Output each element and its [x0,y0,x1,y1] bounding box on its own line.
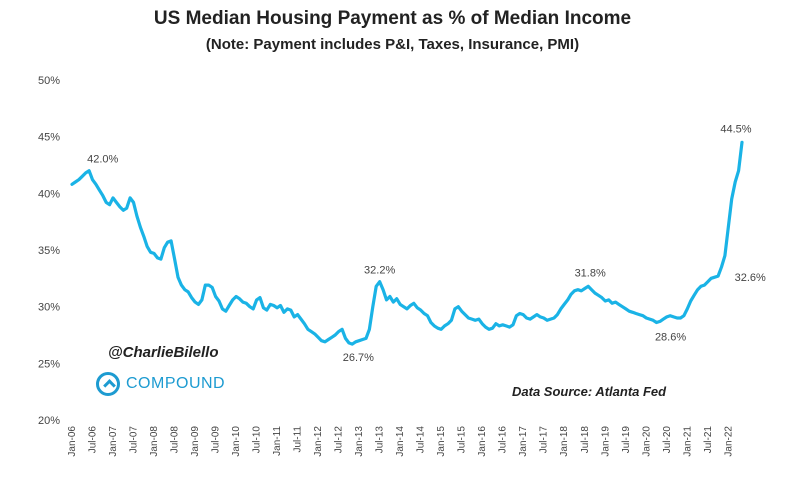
x-tick-label: Jul-12 [334,426,345,454]
data-source-note: Data Source: Atlanta Fed [512,384,667,399]
compound-logo: COMPOUND [96,372,225,396]
x-tick-label: Jul-08 [170,426,181,454]
x-tick-label: Jul-07 [129,426,140,454]
x-tick-label: Jan-18 [559,426,570,457]
x-tick-label: Jul-15 [457,426,468,454]
x-tick-label: Jul-16 [498,426,509,454]
x-tick-label: Jan-08 [149,426,160,457]
data-label: 32.2% [364,265,395,277]
x-tick-label: Jul-21 [703,426,714,454]
x-tick-label: Jul-18 [580,426,591,454]
data-label: 31.8% [575,267,606,279]
series-line [70,140,744,346]
y-tick-label: 40% [38,188,60,200]
x-tick-label: Jan-21 [682,426,693,457]
x-tick-label: Jan-17 [518,426,529,457]
data-label: 44.5% [720,123,751,135]
x-tick-label: Jul-10 [252,426,263,454]
data-label: 32.6% [735,272,766,284]
x-tick-label: Jan-11 [272,426,283,456]
x-tick-label: Jan-07 [108,426,119,457]
x-tick-label: Jan-19 [600,426,611,457]
x-tick-label: Jan-14 [395,426,406,457]
compound-logo-icon [96,372,120,396]
y-tick-label: 45% [38,132,60,144]
x-tick-label: Jan-09 [190,426,201,457]
y-tick-label: 25% [38,358,60,370]
data-label: 42.0% [87,154,118,166]
x-tick-label: Jan-12 [313,426,324,457]
x-tick-label: Jan-15 [436,426,447,457]
x-tick-label: Jan-22 [723,426,734,457]
x-tick-label: Jul-20 [662,426,673,454]
x-tick-label: Jan-06 [67,426,78,457]
chart-title: US Median Housing Payment as % of Median… [153,8,632,29]
data-label: 28.6% [655,332,686,344]
x-tick-label: Jan-13 [354,426,365,457]
y-tick-label: 35% [38,245,60,257]
x-tick-label: Jul-11 [293,426,304,453]
x-tick-label: Jul-13 [375,426,386,454]
compound-logo-text: COMPOUND [126,375,226,392]
x-tick-label: Jul-14 [416,426,427,454]
author-handle: @CharlieBilello [108,344,219,361]
x-tick-label: Jul-19 [621,426,632,454]
chart-subtitle: (Note: Payment includes P&I, Taxes, Insu… [205,36,580,53]
x-tick-label: Jan-10 [231,426,242,457]
y-tick-label: 50% [38,75,60,87]
x-tick-label: Jan-20 [641,426,652,457]
y-tick-label: 30% [38,302,60,314]
x-tick-label: Jan-16 [477,426,488,457]
x-tick-label: Jul-06 [88,426,99,454]
x-tick-label: Jul-17 [539,426,550,454]
data-label: 26.7% [343,352,374,364]
x-tick-label: Jul-09 [211,426,222,454]
y-tick-label: 20% [38,415,60,427]
